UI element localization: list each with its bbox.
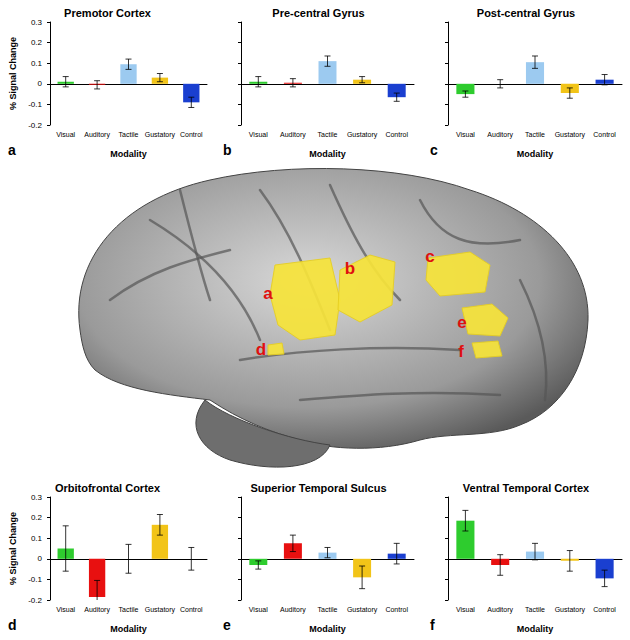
svg-text:Control: Control [180,131,203,138]
svg-text:Tactile: Tactile [318,606,338,613]
svg-text:Tactile: Tactile [525,131,545,138]
svg-text:Auditory: Auditory [487,131,513,139]
svg-text:Modality: Modality [517,149,554,159]
svg-text:0: 0 [38,554,43,563]
svg-text:a: a [8,142,16,158]
svg-text:Visual: Visual [249,131,268,138]
svg-text:Auditory: Auditory [84,606,110,614]
svg-text:0.3: 0.3 [31,493,43,502]
svg-text:Control: Control [385,606,408,613]
svg-text:Control: Control [385,131,408,138]
svg-text:Auditory: Auditory [84,131,110,139]
svg-text:0.1: 0.1 [31,534,43,543]
svg-text:Modality: Modality [110,149,147,159]
svg-text:0.2: 0.2 [31,38,43,47]
svg-text:b: b [223,142,232,158]
svg-text:Gustatory: Gustatory [145,131,176,139]
svg-text:c: c [430,142,438,158]
svg-text:c: c [425,247,434,266]
svg-text:Visual: Visual [249,606,268,613]
svg-text:% Signal Change: % Signal Change [8,512,18,585]
svg-text:Tactile: Tactile [318,131,338,138]
svg-text:0: 0 [38,79,43,88]
svg-text:Tactile: Tactile [119,131,139,138]
svg-text:Gustatory: Gustatory [347,131,378,139]
svg-text:Modality: Modality [309,149,346,159]
svg-text:b: b [345,259,355,278]
svg-text:Orbitofrontal Cortex: Orbitofrontal Cortex [55,482,161,494]
svg-text:% Signal Change: % Signal Change [8,37,18,110]
svg-text:Premotor Cortex: Premotor Cortex [64,7,152,19]
svg-text:Visual: Visual [456,131,475,138]
svg-text:e: e [223,617,231,633]
svg-text:-0.1: -0.1 [28,100,42,109]
svg-text:Control: Control [593,131,616,138]
svg-text:Auditory: Auditory [280,131,306,139]
svg-text:d: d [256,340,266,359]
svg-text:Post-central Gyrus: Post-central Gyrus [477,7,575,19]
svg-text:Auditory: Auditory [487,606,513,614]
svg-text:-0.2: -0.2 [28,596,42,605]
svg-text:Modality: Modality [110,624,147,634]
svg-text:Superior Temporal Sulcus: Superior Temporal Sulcus [250,482,386,494]
svg-text:Modality: Modality [517,624,554,634]
svg-text:f: f [430,617,435,633]
svg-text:Tactile: Tactile [525,606,545,613]
svg-text:Visual: Visual [56,606,75,613]
svg-text:0.2: 0.2 [31,513,43,522]
svg-text:Control: Control [180,606,203,613]
svg-text:-0.2: -0.2 [28,121,42,130]
svg-text:Tactile: Tactile [119,606,139,613]
svg-text:Auditory: Auditory [280,606,306,614]
svg-text:Gustatory: Gustatory [555,131,586,139]
svg-text:Visual: Visual [56,131,75,138]
svg-text:e: e [457,313,466,332]
svg-text:d: d [8,617,17,633]
svg-text:Gustatory: Gustatory [347,606,378,614]
svg-text:-0.1: -0.1 [28,575,42,584]
svg-text:Ventral Temporal Cortex: Ventral Temporal Cortex [463,482,590,494]
svg-text:f: f [458,342,464,361]
svg-text:Gustatory: Gustatory [555,606,586,614]
svg-text:Gustatory: Gustatory [145,606,176,614]
svg-text:Modality: Modality [309,624,346,634]
svg-text:Pre-central Gyrus: Pre-central Gyrus [272,7,364,19]
svg-text:0.3: 0.3 [31,18,43,27]
svg-text:Control: Control [593,606,616,613]
svg-text:a: a [263,284,273,303]
svg-text:0.1: 0.1 [31,59,43,68]
svg-text:Visual: Visual [456,606,475,613]
